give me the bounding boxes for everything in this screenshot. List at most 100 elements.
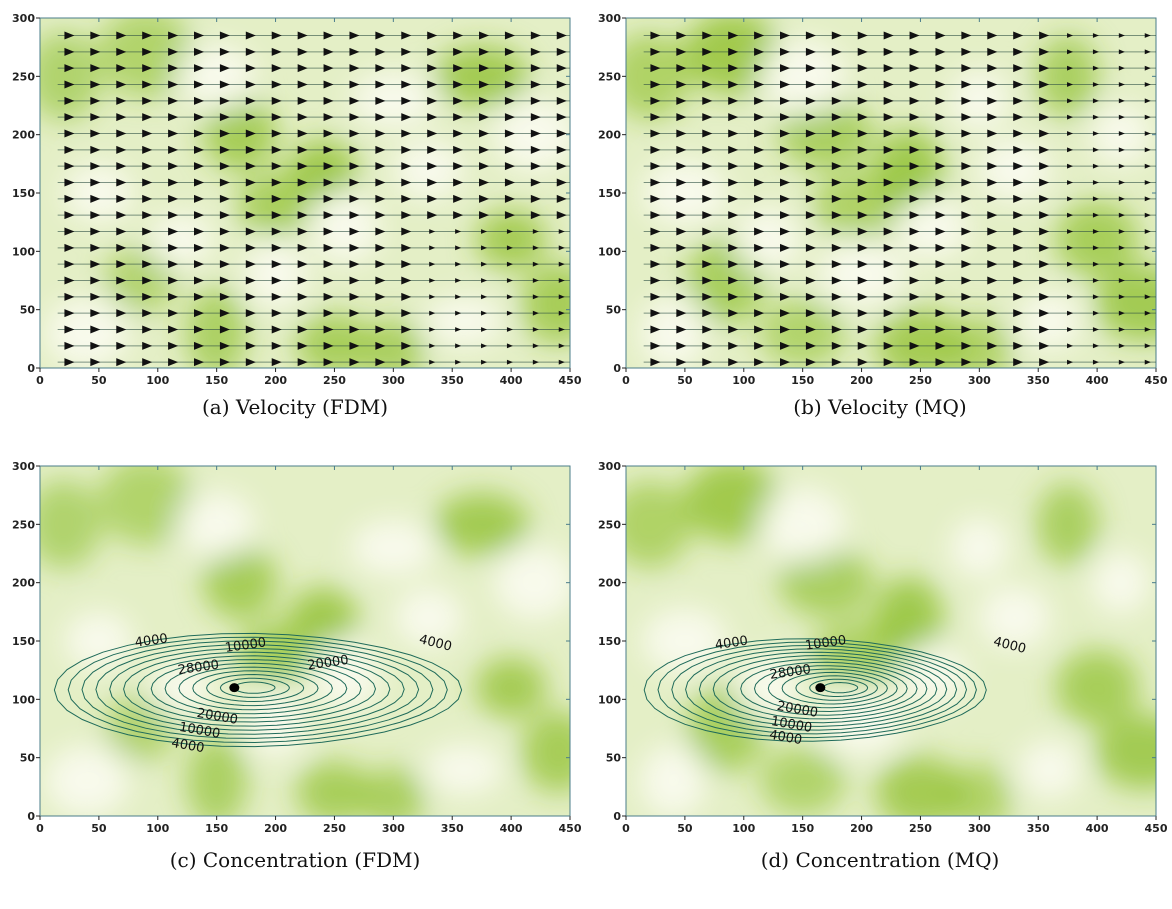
velocity-arrow <box>142 227 153 236</box>
velocity-arrow <box>116 129 127 138</box>
velocity-arrow <box>479 80 490 89</box>
velocity-arrow <box>987 64 998 73</box>
field-light-patch <box>642 160 728 226</box>
velocity-arrow <box>401 309 412 318</box>
velocity-arrow <box>245 47 256 56</box>
y-tick-label: 200 <box>12 129 35 142</box>
velocity-arrow <box>650 162 661 171</box>
velocity-arrow <box>506 261 513 267</box>
source-point <box>229 683 240 693</box>
velocity-arrow <box>349 227 360 236</box>
velocity-arrow <box>375 260 386 269</box>
velocity-arrow <box>961 358 972 367</box>
x-tick-label: 200 <box>264 822 287 835</box>
velocity-arrow <box>702 80 713 89</box>
velocity-arrow <box>479 211 490 220</box>
velocity-arrow <box>780 276 790 285</box>
y-tick-label: 200 <box>598 129 621 142</box>
velocity-arrow <box>728 243 739 252</box>
velocity-arrow <box>1118 294 1125 300</box>
velocity-arrow <box>168 211 179 220</box>
velocity-arrow <box>90 31 101 40</box>
contour-line <box>753 665 908 713</box>
velocity-arrow <box>728 341 739 350</box>
contour-line <box>671 644 968 735</box>
velocity-arrow <box>453 211 464 220</box>
velocity-arrow <box>1144 327 1151 332</box>
x-tick-label: 100 <box>146 822 169 835</box>
velocity-arrow <box>805 80 816 89</box>
velocity-arrow <box>702 129 713 138</box>
velocity-arrow <box>297 358 308 367</box>
velocity-arrow <box>1118 359 1125 365</box>
contour-line <box>685 648 958 731</box>
velocity-arrow <box>194 341 204 350</box>
velocity-arrow <box>323 178 334 187</box>
field-patch <box>683 466 781 543</box>
panel-concentration-mq: 4000 10000 4000 28000 20000 10000 4000 0 50 100 15… <box>586 448 1172 838</box>
velocity-arrow <box>883 309 894 318</box>
velocity-arrow <box>401 341 412 350</box>
velocity-arrow <box>650 309 661 318</box>
velocity-arrow <box>271 341 282 350</box>
y-tick-label: 100 <box>12 693 35 706</box>
velocity-arrow <box>728 129 739 138</box>
velocity-arrow <box>401 292 412 301</box>
velocity-arrow <box>1144 310 1151 316</box>
velocity-arrow <box>676 309 687 318</box>
velocity-arrow <box>504 129 515 138</box>
field-light-patch <box>350 71 436 128</box>
velocity-arrow <box>935 309 946 318</box>
velocity-arrow <box>1067 82 1074 87</box>
velocity-arrow <box>1092 65 1099 71</box>
velocity-arrow <box>142 162 153 171</box>
velocity-arrow <box>271 145 282 154</box>
velocity-arrow <box>349 129 360 138</box>
velocity-arrow <box>453 178 464 187</box>
x-tick-label: 200 <box>264 374 287 387</box>
velocity-arrow <box>961 145 972 154</box>
x-tick-label: 100 <box>732 822 755 835</box>
velocity-arrow <box>780 211 790 220</box>
y-tick-label: 300 <box>598 12 621 25</box>
velocity-arrow <box>427 64 438 73</box>
velocity-arrow <box>961 211 972 220</box>
velocity-arrow <box>90 243 101 252</box>
velocity-arrow <box>116 31 127 40</box>
velocity-arrow <box>453 80 464 89</box>
velocity-arrow <box>375 178 386 187</box>
contour-line <box>81 640 434 739</box>
velocity-arrow <box>987 325 998 334</box>
velocity-arrow <box>728 80 739 89</box>
velocity-arrow <box>530 64 541 73</box>
velocity-arrow <box>349 260 360 269</box>
velocity-arrow <box>219 358 230 367</box>
velocity-arrow <box>429 261 436 267</box>
velocity-arrow <box>780 64 790 73</box>
velocity-arrow <box>271 309 282 318</box>
velocity-arrow <box>219 113 230 122</box>
velocity-arrow <box>883 96 894 105</box>
velocity-arrow <box>116 211 127 220</box>
field-patch <box>40 480 102 569</box>
velocity-arrow <box>168 194 179 203</box>
axes: 0 50 100 150 200 250 300 350 400 450 0 50 100 150 200 2… <box>12 12 582 387</box>
x-tick-label: 400 <box>500 822 523 835</box>
velocity-arrow <box>961 47 972 56</box>
velocity-arrow <box>271 325 282 334</box>
field-light-patch <box>394 587 463 648</box>
field-light-patch <box>950 517 1009 578</box>
contour-line <box>192 670 319 707</box>
velocity-arrow <box>297 113 308 122</box>
velocity-arrow <box>1144 82 1151 87</box>
velocity-arrow <box>728 31 739 40</box>
velocity-arrow <box>935 64 946 73</box>
field-light-patch <box>978 585 1051 650</box>
velocity-arrow <box>349 211 360 220</box>
velocity-arrow <box>650 113 661 122</box>
velocity-arrow <box>857 358 868 367</box>
velocity-arrow <box>401 162 412 171</box>
field-light-patch <box>759 39 846 114</box>
velocity-arrow <box>116 178 127 187</box>
velocity-arrow <box>650 64 661 73</box>
